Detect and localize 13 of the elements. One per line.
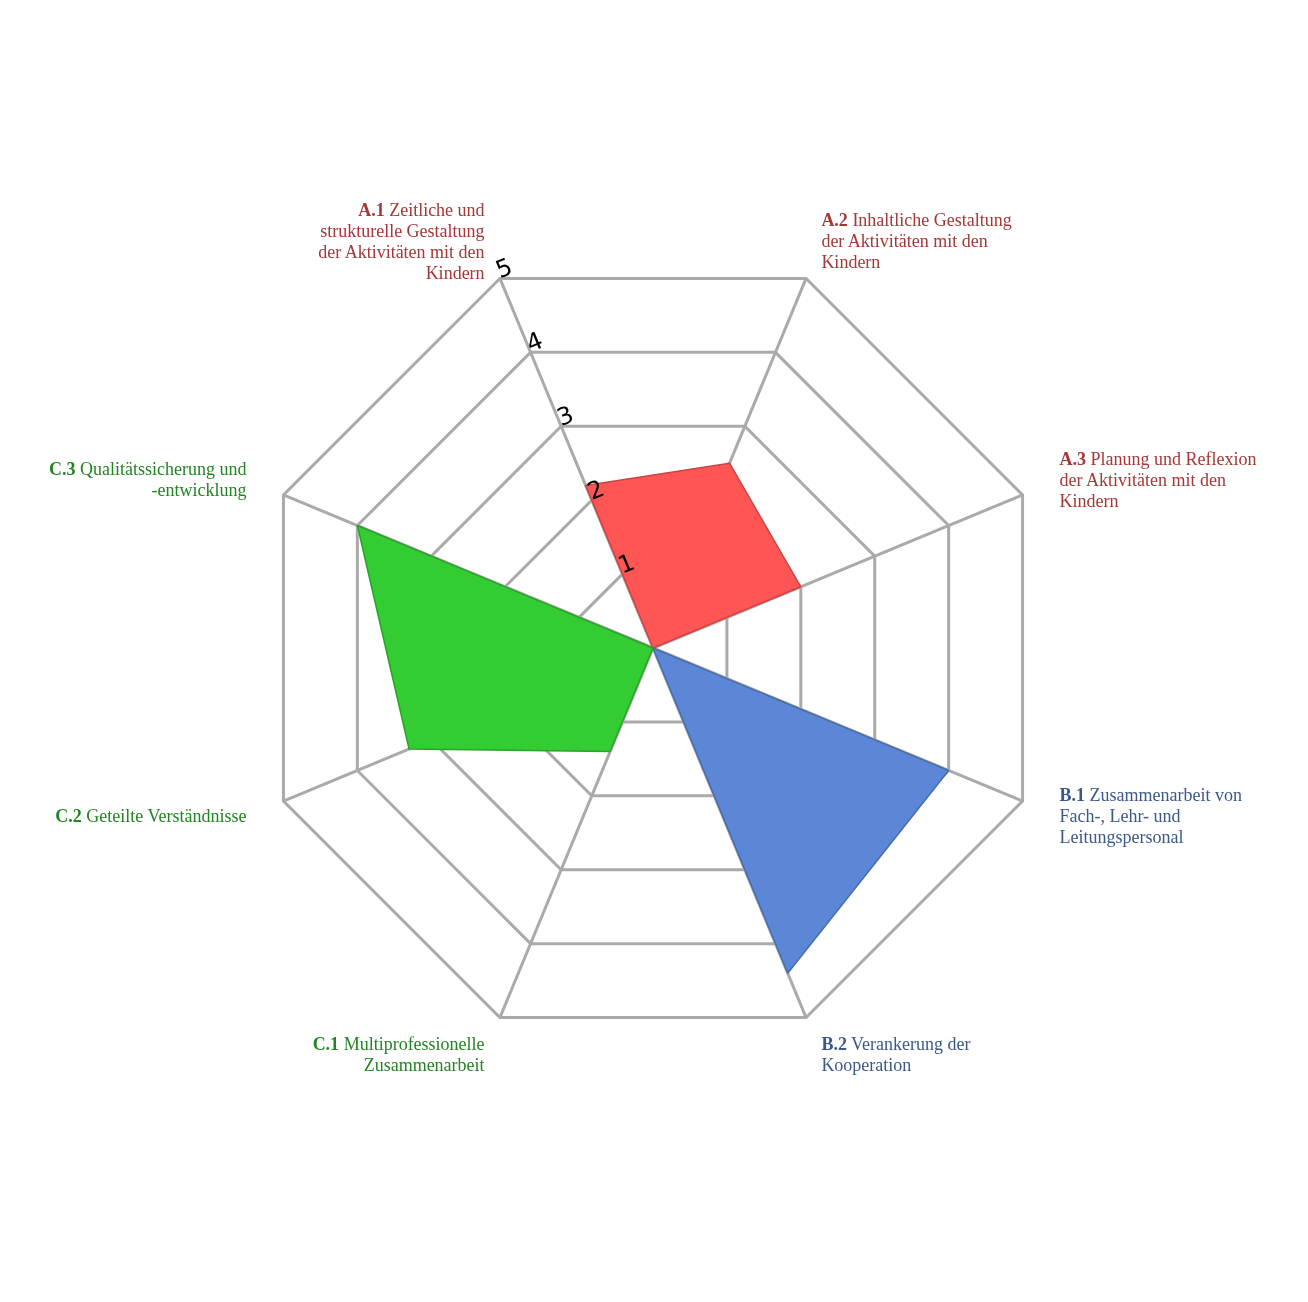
y-tick-label: 5 xyxy=(491,252,517,284)
spoke-label: C.2 Geteilte Verständnisse xyxy=(55,806,247,827)
spoke-label: C.3 Qualitätssicherung und -entwicklung xyxy=(49,459,247,501)
spoke-label: A.3 Planung und Reflexion der Aktivitäten mit den Kindern xyxy=(1059,448,1257,511)
y-tick-label: 2 xyxy=(583,474,609,506)
y-tick-label: 3 xyxy=(552,400,578,432)
spoke-label: C.1 Multiprofessionelle Zusammenarbeit xyxy=(312,1034,485,1076)
y-tick-label: 1 xyxy=(613,547,639,580)
spoke-label: B.1 Zusammenarbeit von Fach-, Lehr- und Leitungspersonal xyxy=(1059,785,1242,848)
spoke-label: B.2 Verankerung der Kooperation xyxy=(821,1034,971,1076)
y-tick-label: 4 xyxy=(522,326,547,358)
spoke-label: A.2 Inhaltliche Gestaltung der Aktivitäten mit den Kindern xyxy=(821,210,1012,273)
spoke-label: A.1 Zeitliche und strukturelle Gestaltung der Aktivitäten mit den Kindern xyxy=(318,199,485,283)
